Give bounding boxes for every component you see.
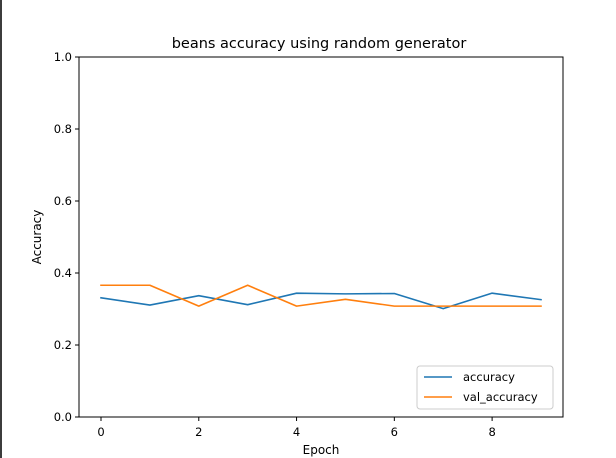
x-axis-label: Epoch (303, 443, 340, 457)
y-tick-label: 0.0 (54, 410, 72, 424)
y-tick-label: 1.0 (54, 50, 72, 64)
x-tick-label: 2 (195, 425, 202, 439)
series-line-accuracy (100, 292, 542, 310)
series-line-val-accuracy (100, 284, 542, 307)
legend-accuracy-label: accuracy (463, 370, 515, 384)
y-tick-label: 0.8 (54, 122, 72, 136)
y-axis-label: Accuracy (30, 210, 44, 265)
y-tick-label: 0.6 (54, 194, 72, 208)
legend-val-accuracy-label: val_accuracy (463, 390, 538, 404)
x-tick-label: 0 (97, 425, 104, 439)
chart-title: beans accuracy using random generator (172, 36, 467, 52)
x-tick-label: 8 (488, 425, 495, 439)
x-axis: 0 2 4 6 8 (97, 417, 496, 439)
x-tick-label: 4 (293, 425, 300, 439)
y-tick-label: 0.4 (54, 266, 72, 280)
series-layer (100, 284, 542, 310)
y-axis: 0.0 0.2 0.4 0.6 0.8 1.0 (54, 50, 79, 424)
x-tick-label: 6 (391, 425, 398, 439)
legend: accuracy val_accuracy (416, 365, 554, 410)
y-tick-label: 0.2 (54, 338, 72, 352)
plot-frame (78, 56, 564, 418)
window-left-border (0, 0, 2, 458)
